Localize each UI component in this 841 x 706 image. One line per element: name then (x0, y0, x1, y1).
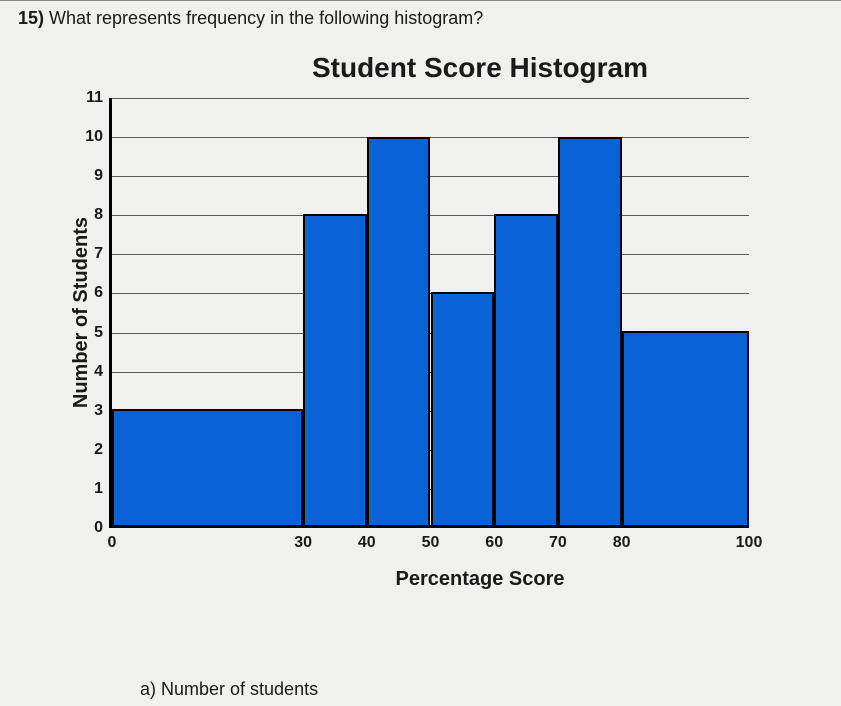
y-tick: 5 (94, 324, 103, 342)
histogram-chart: Student Score Histogram Number of Studen… (70, 52, 810, 632)
y-tick: 0 (94, 519, 103, 537)
histogram-bar (112, 409, 303, 525)
question-body: What represents frequency in the followi… (49, 8, 483, 28)
y-tick: 8 (94, 206, 103, 224)
y-tick: 10 (85, 128, 103, 146)
x-tick: 70 (549, 534, 567, 552)
answer-option-a: a) Number of students (140, 679, 318, 700)
bars (112, 98, 749, 525)
histogram-bar (494, 214, 558, 525)
y-tick: 9 (94, 167, 103, 185)
question-text: 15) What represents frequency in the fol… (18, 8, 483, 29)
x-tick: 30 (294, 534, 312, 552)
y-tick: 7 (94, 245, 103, 263)
chart-title: Student Score Histogram (150, 52, 810, 84)
y-tick: 1 (94, 480, 103, 498)
x-ticks: 0304050607080100 (109, 528, 749, 558)
y-tick: 4 (94, 363, 103, 381)
y-tick: 3 (94, 402, 103, 420)
x-tick: 50 (422, 534, 440, 552)
x-tick: 80 (613, 534, 631, 552)
histogram-bar (622, 331, 749, 525)
x-axis-label: Percentage Score (150, 568, 810, 591)
question-number: 15) (18, 8, 44, 28)
y-tick: 6 (94, 284, 103, 302)
y-tick: 11 (86, 89, 103, 107)
top-border (0, 0, 841, 1)
histogram-bar (431, 292, 495, 525)
plot-area: 01234567891011 0304050607080100 (109, 98, 749, 528)
histogram-bar (558, 137, 622, 525)
histogram-bar (303, 214, 367, 525)
y-ticks: 01234567891011 (73, 98, 103, 528)
x-tick: 0 (108, 534, 117, 552)
plot-row: Number of Students 01234567891011 030405… (70, 98, 810, 528)
x-tick: 60 (485, 534, 503, 552)
histogram-bar (367, 137, 431, 525)
y-tick: 2 (94, 441, 103, 459)
x-tick: 100 (736, 534, 763, 552)
x-tick: 40 (358, 534, 376, 552)
